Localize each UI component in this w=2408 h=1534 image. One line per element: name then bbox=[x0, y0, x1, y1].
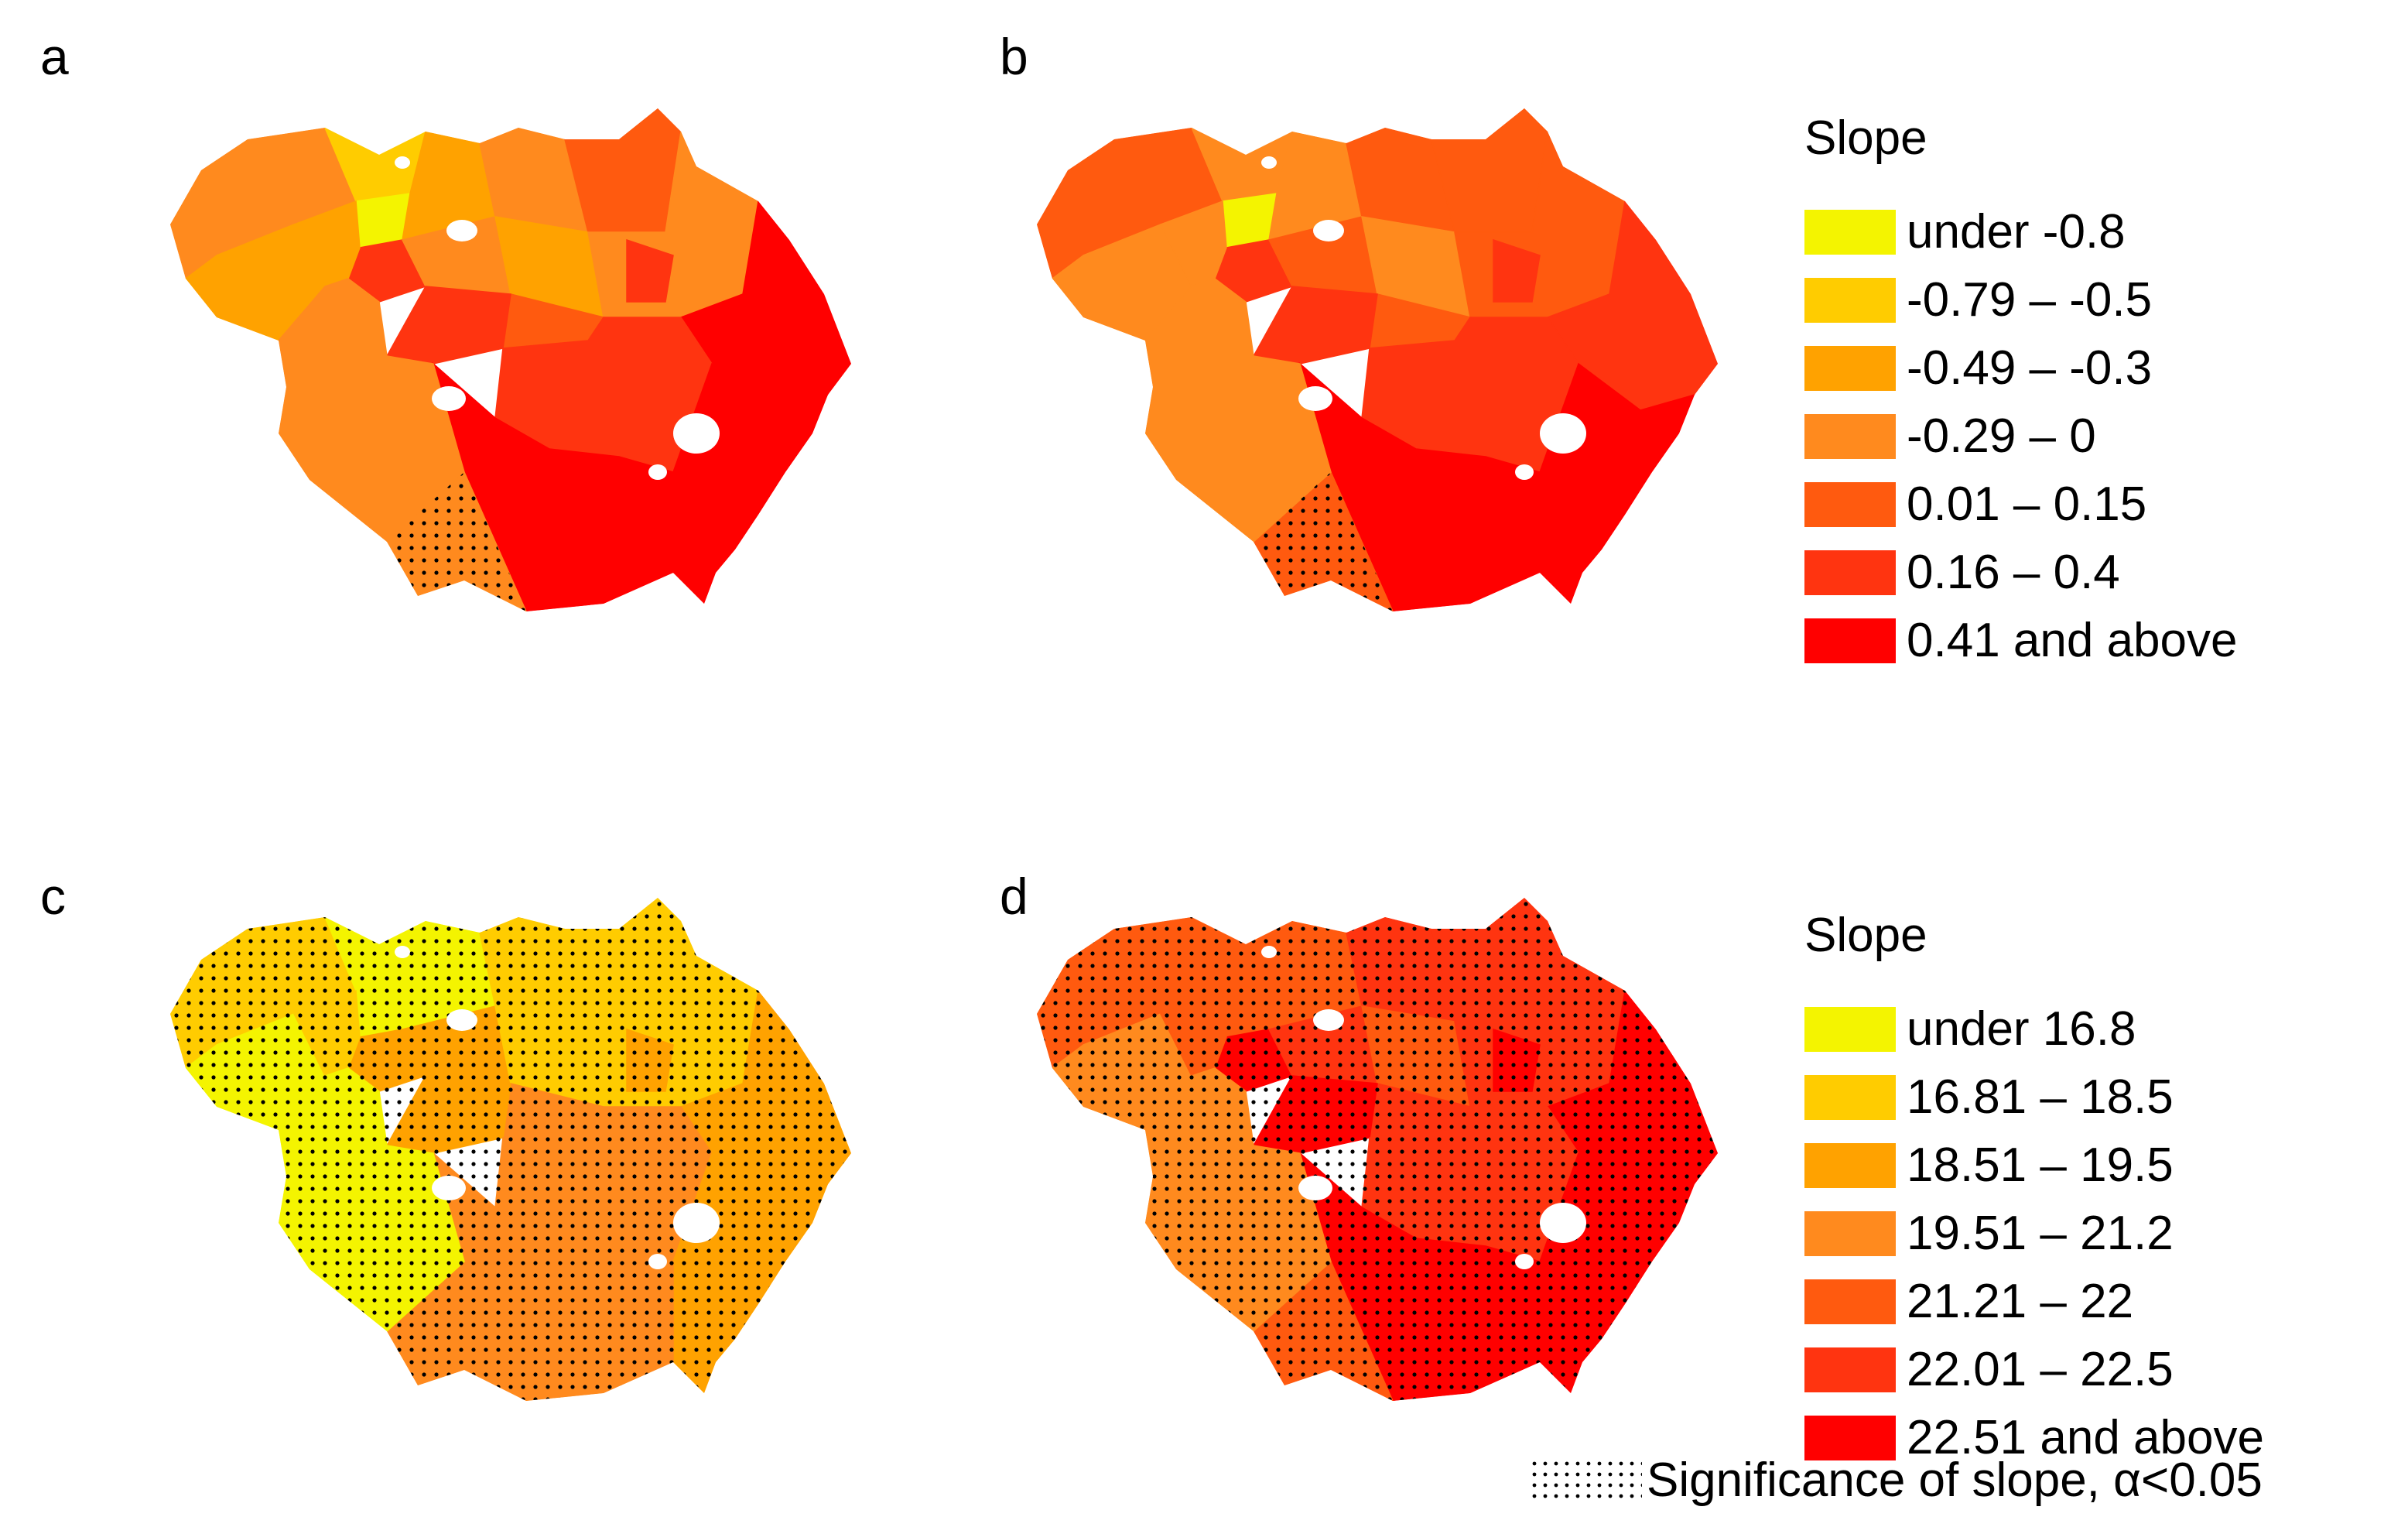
significance-stipple bbox=[1037, 898, 1718, 1401]
legend-bottom: Slope under 16.8 16.81 – 18.5 18.51 – 19… bbox=[1804, 912, 2264, 1472]
legend-title: Slope bbox=[1804, 111, 1927, 165]
legend-item: 16.81 – 18.5 bbox=[1804, 1063, 2264, 1132]
legend-item: 21.21 – 22 bbox=[1804, 1268, 2264, 1336]
legend-label: -0.29 – 0 bbox=[1907, 409, 2096, 463]
legend-label: under -0.8 bbox=[1907, 205, 2126, 259]
city-enclave bbox=[432, 386, 466, 411]
legend-item: 0.41 and above bbox=[1804, 607, 2238, 675]
city-enclave bbox=[1261, 946, 1277, 958]
city-enclave bbox=[673, 413, 720, 454]
city-enclave bbox=[1261, 156, 1277, 169]
city-enclave bbox=[446, 1009, 477, 1031]
significance-label: Significance of slope, α<0.05 bbox=[1647, 1454, 2263, 1507]
legend-item: 19.51 – 21.2 bbox=[1804, 1200, 2264, 1268]
district-region bbox=[1252, 286, 1378, 365]
panel-label-d: d bbox=[1000, 868, 1028, 925]
legend-swatch bbox=[1804, 1211, 1896, 1256]
legend-label: 0.16 – 0.4 bbox=[1907, 546, 2120, 599]
city-enclave bbox=[432, 1176, 466, 1200]
legend-item: 0.16 – 0.4 bbox=[1804, 539, 2238, 607]
panel-label-c: c bbox=[40, 868, 66, 925]
legend-top: Slope under -0.8 -0.79 – -0.5 -0.49 – -0… bbox=[1804, 115, 2238, 675]
significance-stipple bbox=[387, 472, 526, 611]
legend-label: 0.41 and above bbox=[1907, 614, 2238, 667]
legend-swatch bbox=[1804, 278, 1896, 323]
legend-swatch bbox=[1804, 414, 1896, 459]
city-enclave bbox=[1313, 220, 1344, 241]
city-enclave bbox=[395, 946, 410, 958]
legend-label: 16.81 – 18.5 bbox=[1907, 1070, 2174, 1124]
legend-label: -0.79 – -0.5 bbox=[1907, 273, 2153, 327]
legend-item: -0.49 – -0.3 bbox=[1804, 334, 2238, 402]
legend-swatch bbox=[1804, 1143, 1896, 1188]
legend-label: 21.21 – 22 bbox=[1907, 1275, 2134, 1328]
legend-label: 22.01 – 22.5 bbox=[1907, 1343, 2174, 1396]
legend-label: 19.51 – 21.2 bbox=[1907, 1207, 2174, 1260]
panel-label-a: a bbox=[40, 28, 69, 85]
significance-stipple bbox=[170, 898, 851, 1401]
legend-label: -0.49 – -0.3 bbox=[1907, 341, 2153, 395]
city-enclave bbox=[1313, 1009, 1344, 1031]
legend-swatch bbox=[1804, 346, 1896, 391]
map-panel-d bbox=[1037, 898, 1718, 1401]
legend-swatch bbox=[1804, 1279, 1896, 1324]
legend-item: -0.29 – 0 bbox=[1804, 402, 2238, 471]
legend-item: 0.01 – 0.15 bbox=[1804, 471, 2238, 539]
city-enclave bbox=[1515, 464, 1534, 480]
legend-item: 22.01 – 22.5 bbox=[1804, 1336, 2264, 1404]
city-enclave bbox=[1515, 1254, 1534, 1269]
legend-item: under 16.8 bbox=[1804, 995, 2264, 1063]
legend-swatch bbox=[1804, 1075, 1896, 1120]
legend-item: 18.51 – 19.5 bbox=[1804, 1132, 2264, 1200]
legend-swatch bbox=[1804, 1347, 1896, 1392]
city-enclave bbox=[1540, 1203, 1586, 1243]
legend-label: 0.01 – 0.15 bbox=[1907, 478, 2147, 531]
city-enclave bbox=[1298, 1176, 1332, 1200]
stipple-swatch bbox=[1529, 1458, 1642, 1503]
map-regions bbox=[1037, 108, 1718, 611]
city-enclave bbox=[446, 220, 477, 241]
significance-legend: Significance of slope, α<0.05 bbox=[1529, 1457, 2263, 1505]
significance-stipple bbox=[1254, 472, 1393, 611]
city-enclave bbox=[1540, 413, 1586, 454]
legend-item: 22.51 and above bbox=[1804, 1404, 2264, 1472]
legend-label: 22.51 and above bbox=[1907, 1411, 2264, 1464]
city-enclave bbox=[673, 1203, 720, 1243]
map-regions bbox=[170, 898, 851, 1401]
legend-swatch bbox=[1804, 1007, 1896, 1052]
district-region bbox=[1493, 238, 1541, 303]
legend-label: under 16.8 bbox=[1907, 1002, 2136, 1056]
legend-item: -0.79 – -0.5 bbox=[1804, 266, 2238, 334]
legend-label: 18.51 – 19.5 bbox=[1907, 1139, 2174, 1192]
city-enclave bbox=[395, 156, 410, 169]
district-region bbox=[626, 238, 674, 303]
city-enclave bbox=[648, 1254, 667, 1269]
city-enclave bbox=[648, 464, 667, 480]
map-panel-a bbox=[170, 108, 851, 611]
legend-item: under -0.8 bbox=[1804, 198, 2238, 266]
map-regions bbox=[1037, 898, 1718, 1401]
map-panel-c bbox=[170, 898, 851, 1401]
panel-label-b: b bbox=[1000, 28, 1028, 85]
district-region bbox=[385, 286, 511, 365]
legend-title: Slope bbox=[1804, 909, 1927, 962]
map-regions bbox=[170, 108, 851, 611]
legend-swatch bbox=[1804, 1416, 1896, 1460]
legend-swatch bbox=[1804, 210, 1896, 255]
city-enclave bbox=[1298, 386, 1332, 411]
map-panel-b bbox=[1037, 108, 1718, 611]
district-region bbox=[1159, 200, 1227, 287]
legend-swatch bbox=[1804, 618, 1896, 663]
legend-swatch bbox=[1804, 550, 1896, 595]
legend-swatch bbox=[1804, 482, 1896, 527]
district-region bbox=[292, 200, 361, 287]
